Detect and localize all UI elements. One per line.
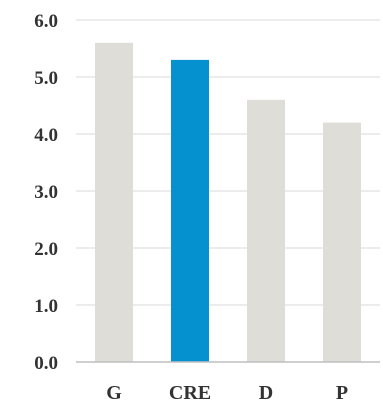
y-tick-label: 6.0: [34, 11, 58, 32]
y-tick-label: 5.0: [34, 68, 58, 89]
bars: [95, 42, 361, 363]
x-tick-label: D: [259, 382, 273, 404]
y-tick-label: 4.0: [34, 125, 58, 146]
bar-p: [323, 122, 361, 362]
x-tick-label: P: [336, 382, 348, 404]
x-tick-label: G: [106, 382, 122, 404]
bar-g: [95, 42, 133, 363]
y-tick-labels: 0.0 1.0 2.0 3.0 4.0 5.0 6.0: [34, 11, 58, 374]
y-tick-label: 1.0: [34, 296, 58, 317]
y-tick-label: 3.0: [34, 182, 58, 203]
y-tick-label: 0.0: [34, 353, 58, 374]
bar-d: [247, 99, 285, 363]
y-tick-label: 2.0: [34, 239, 58, 260]
bar-cre: [171, 59, 209, 363]
x-tick-labels: G CRE D P: [106, 382, 348, 404]
x-tick-label: CRE: [169, 382, 211, 404]
